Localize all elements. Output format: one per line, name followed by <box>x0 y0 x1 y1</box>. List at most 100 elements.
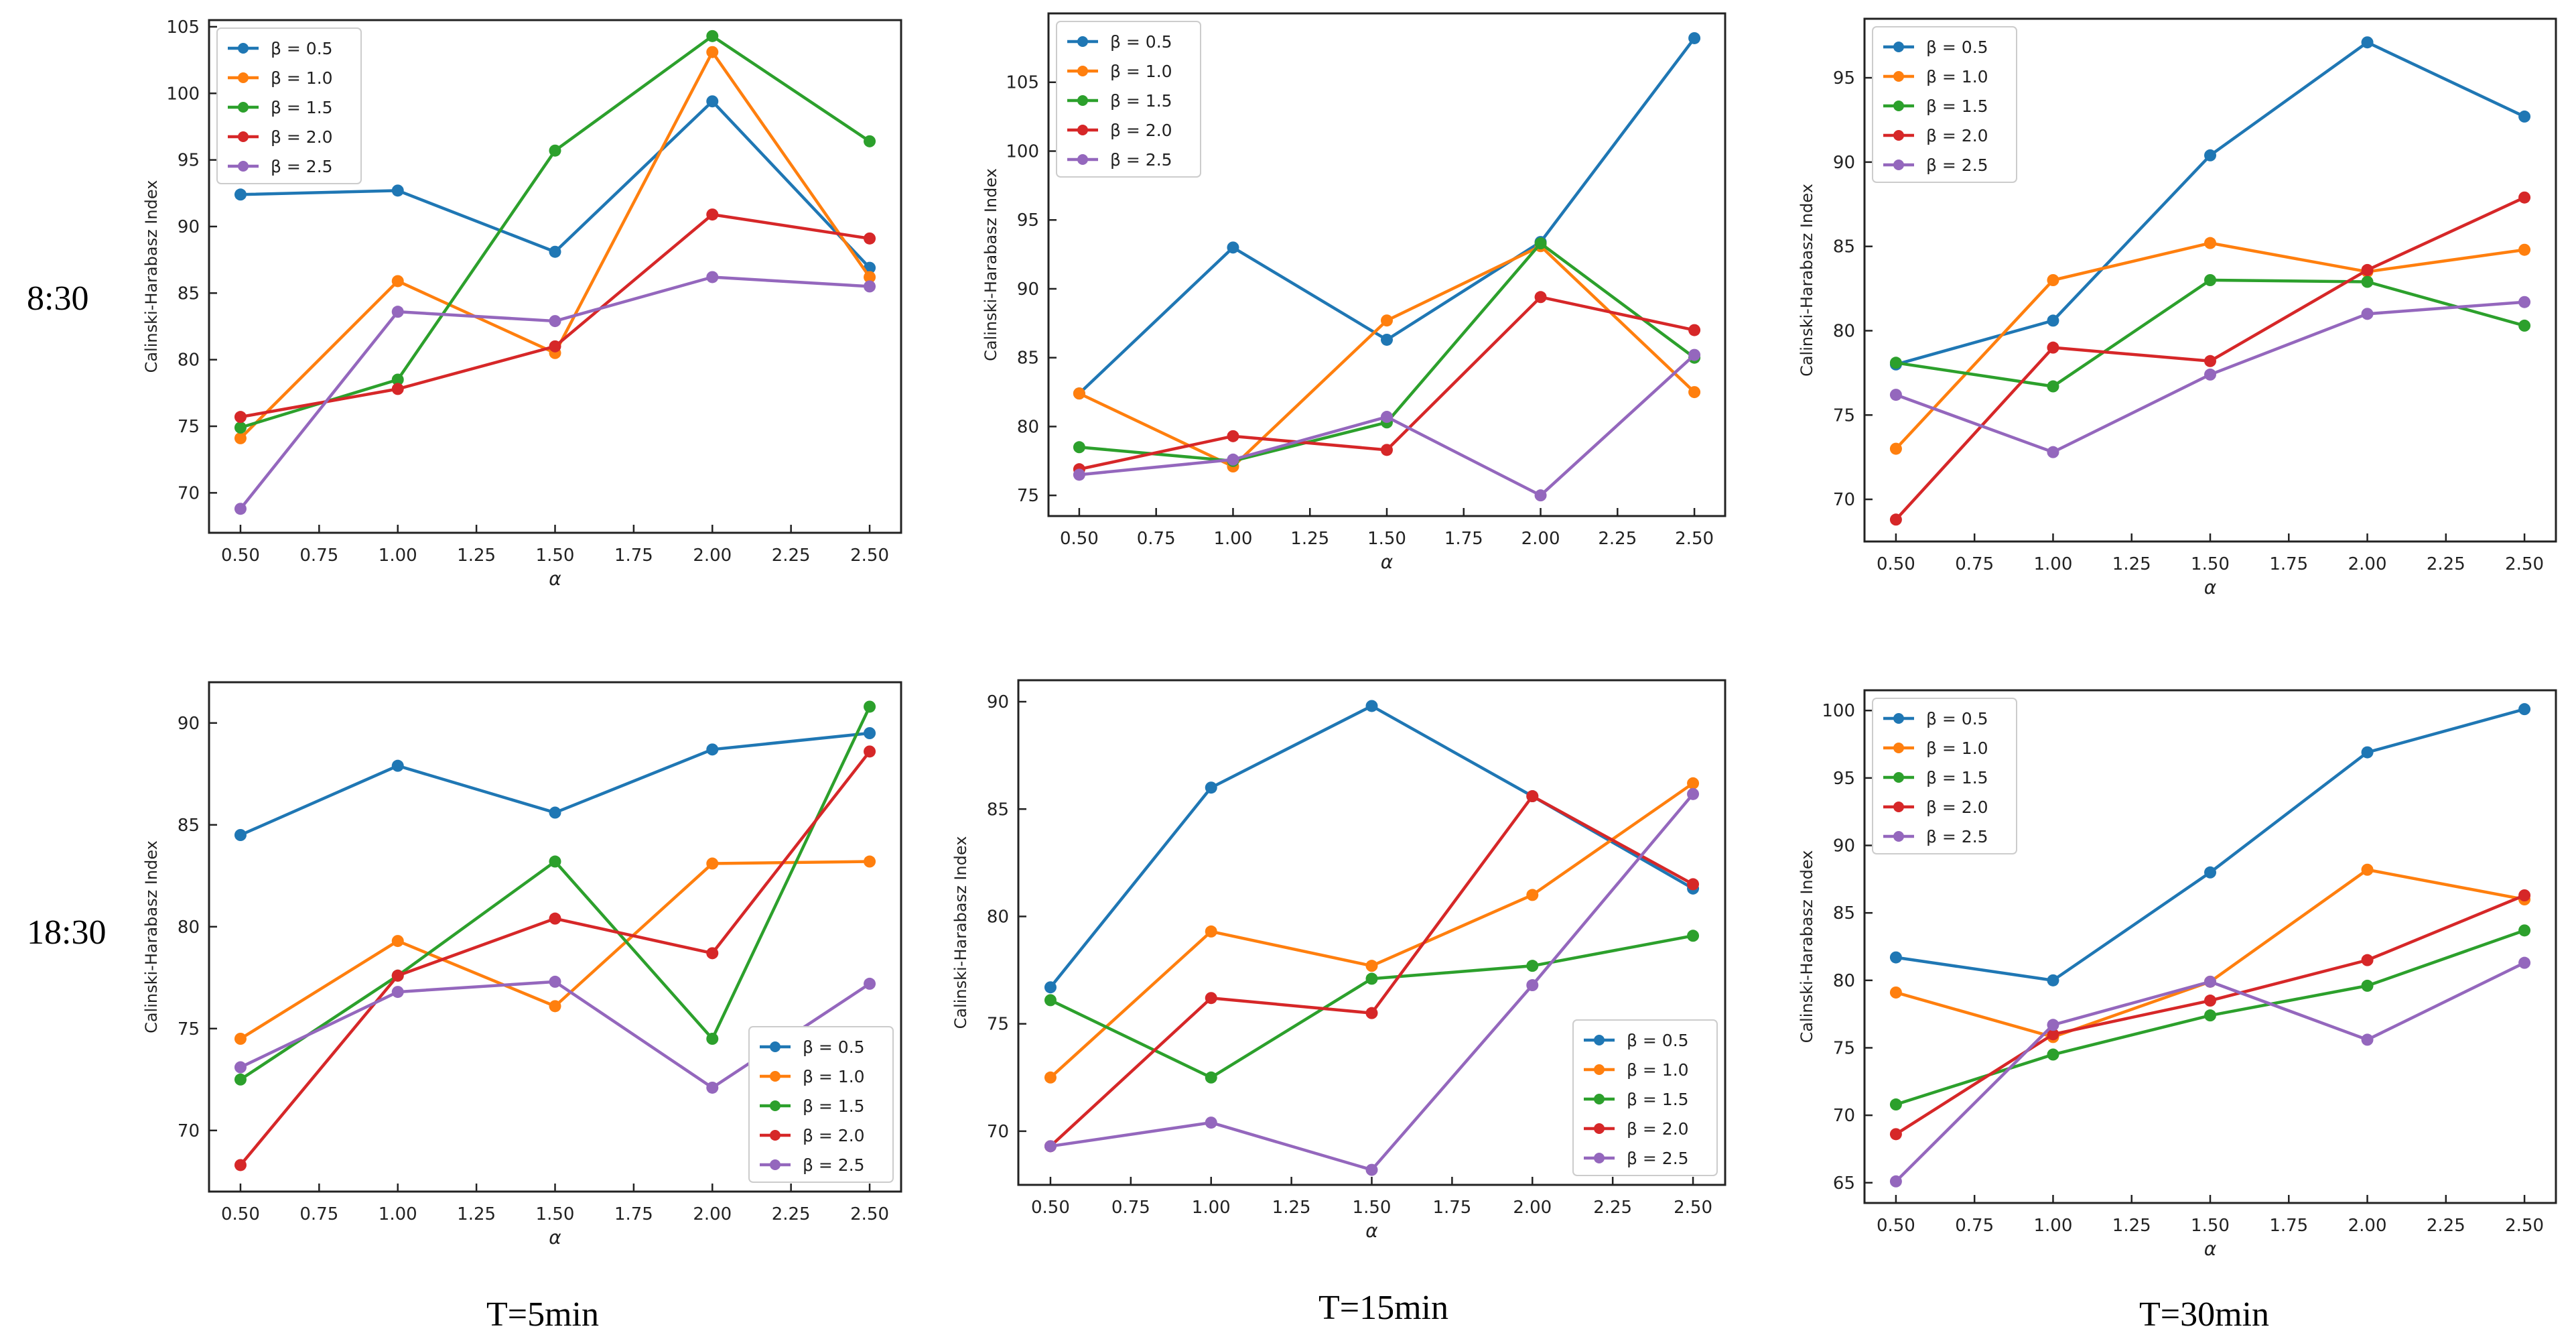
y-tick-label: 75 <box>1833 1038 1855 1058</box>
data-point <box>1687 777 1700 789</box>
data-point <box>2361 746 2374 759</box>
legend-label: β = 2.5 <box>1110 150 1172 170</box>
x-tick-label: 1.50 <box>2191 554 2230 574</box>
data-point <box>864 977 876 990</box>
legend-label: β = 1.0 <box>803 1067 865 1086</box>
row-label-1830: 18:30 <box>27 913 106 952</box>
data-point <box>2361 308 2374 320</box>
data-point <box>2204 237 2216 249</box>
y-tick-label: 85 <box>178 283 200 304</box>
legend-marker <box>1594 1035 1605 1045</box>
col-label-t5: T=5min <box>486 1295 599 1334</box>
data-point <box>549 975 561 988</box>
legend-marker <box>238 43 249 54</box>
legend-box <box>1872 698 2017 854</box>
data-point <box>1687 930 1700 942</box>
data-point <box>2518 243 2531 256</box>
y-tick-label: 75 <box>178 417 200 437</box>
data-point <box>234 411 247 424</box>
y-tick-label: 95 <box>1017 210 1039 231</box>
x-tick-label: 1.00 <box>1192 1198 1231 1218</box>
data-point <box>2518 110 2531 123</box>
y-tick-label: 90 <box>1833 836 1855 856</box>
data-point <box>549 340 561 353</box>
y-tick-label: 95 <box>1833 769 1855 789</box>
y-tick-label: 85 <box>1833 237 1855 257</box>
y-tick-label: 100 <box>1006 141 1039 162</box>
y-axis-label: Calinski-Harabasz Index <box>142 840 161 1033</box>
data-point <box>549 855 561 868</box>
x-tick-label: 1.00 <box>1214 529 1253 549</box>
legend-marker <box>770 1100 781 1111</box>
x-tick-label: 1.50 <box>536 1204 575 1224</box>
y-tick-label: 85 <box>987 800 1009 820</box>
legend-label: β = 2.5 <box>1627 1149 1689 1168</box>
data-point <box>1205 1117 1217 1129</box>
legend: β = 0.5 β = 1.0 β = 1.5 β = 2.0 β = 2.5 <box>1872 698 2017 854</box>
data-point <box>549 144 561 157</box>
data-point <box>1205 925 1217 938</box>
legend-marker <box>770 1130 781 1141</box>
legend-marker <box>1893 802 1904 812</box>
legend-label: β = 2.5 <box>803 1155 865 1175</box>
data-point <box>1227 453 1239 466</box>
data-point <box>706 1081 719 1094</box>
legend-label: β = 0.5 <box>271 39 333 58</box>
y-tick-label: 70 <box>1833 490 1855 510</box>
x-tick-label: 1.25 <box>1290 529 1329 549</box>
legend-marker <box>1077 154 1088 165</box>
data-point <box>706 208 719 221</box>
data-point <box>1889 1175 1902 1188</box>
legend-box <box>1872 26 2017 183</box>
y-tick-label: 80 <box>987 907 1009 927</box>
data-point <box>391 383 404 395</box>
legend-marker <box>1594 1094 1605 1104</box>
legend-label: β = 1.5 <box>803 1096 865 1116</box>
legend-marker <box>1893 713 1904 724</box>
data-point <box>706 29 719 42</box>
y-tick-label: 80 <box>1017 417 1039 437</box>
y-tick-label: 100 <box>166 84 200 104</box>
data-point <box>2047 341 2059 354</box>
y-axis-label: Calinski-Harabasz Index <box>951 836 970 1029</box>
y-tick-label: 90 <box>1017 279 1039 300</box>
data-point <box>2361 954 2374 966</box>
data-point <box>1365 972 1378 985</box>
data-point <box>1227 430 1239 442</box>
y-tick-label: 95 <box>178 151 200 171</box>
data-point <box>2518 703 2531 716</box>
y-tick-label: 105 <box>1006 73 1039 93</box>
legend-label: β = 0.5 <box>1926 709 1988 728</box>
data-point <box>864 271 876 283</box>
x-axis-label: α <box>549 568 561 590</box>
data-point <box>706 46 719 58</box>
data-point <box>2047 314 2059 327</box>
data-point <box>1365 1007 1378 1019</box>
legend-marker <box>1893 831 1904 842</box>
legend-marker <box>1893 160 1904 170</box>
data-point <box>234 422 247 434</box>
y-tick-label: 90 <box>178 714 200 734</box>
legend-marker <box>1077 66 1088 76</box>
data-point <box>864 232 876 245</box>
chart-0: 0.50 0.75 1.00 1.25 1.50 1.75 2.00 2.25 2.50 70 75… <box>142 17 902 590</box>
data-point <box>864 727 876 739</box>
x-axis-label: α <box>2204 576 2217 598</box>
chart-2: 0.50 0.75 1.00 1.25 1.50 1.75 2.00 2.25 2.50 70 75… <box>1798 17 2557 598</box>
data-point <box>391 935 404 948</box>
data-point <box>2204 995 2216 1007</box>
legend-marker <box>1893 42 1904 52</box>
data-point <box>1073 468 1085 481</box>
y-axis-label: Calinski-Harabasz Index <box>142 180 161 373</box>
charts-group: 0.50 0.75 1.00 1.25 1.50 1.75 2.00 2.25 2.50 70 75… <box>142 12 2557 1260</box>
x-tick-label: 2.50 <box>2505 1216 2544 1236</box>
data-point <box>1044 1071 1057 1084</box>
x-tick-label: 0.50 <box>221 546 260 566</box>
legend-label: β = 1.5 <box>1110 91 1172 111</box>
data-point <box>2518 889 2531 901</box>
data-point <box>2518 191 2531 204</box>
x-tick-label: 2.25 <box>2427 554 2465 574</box>
x-tick-label: 2.00 <box>1521 529 1560 549</box>
x-tick-label: 1.50 <box>1353 1198 1392 1218</box>
data-point <box>2518 924 2531 937</box>
